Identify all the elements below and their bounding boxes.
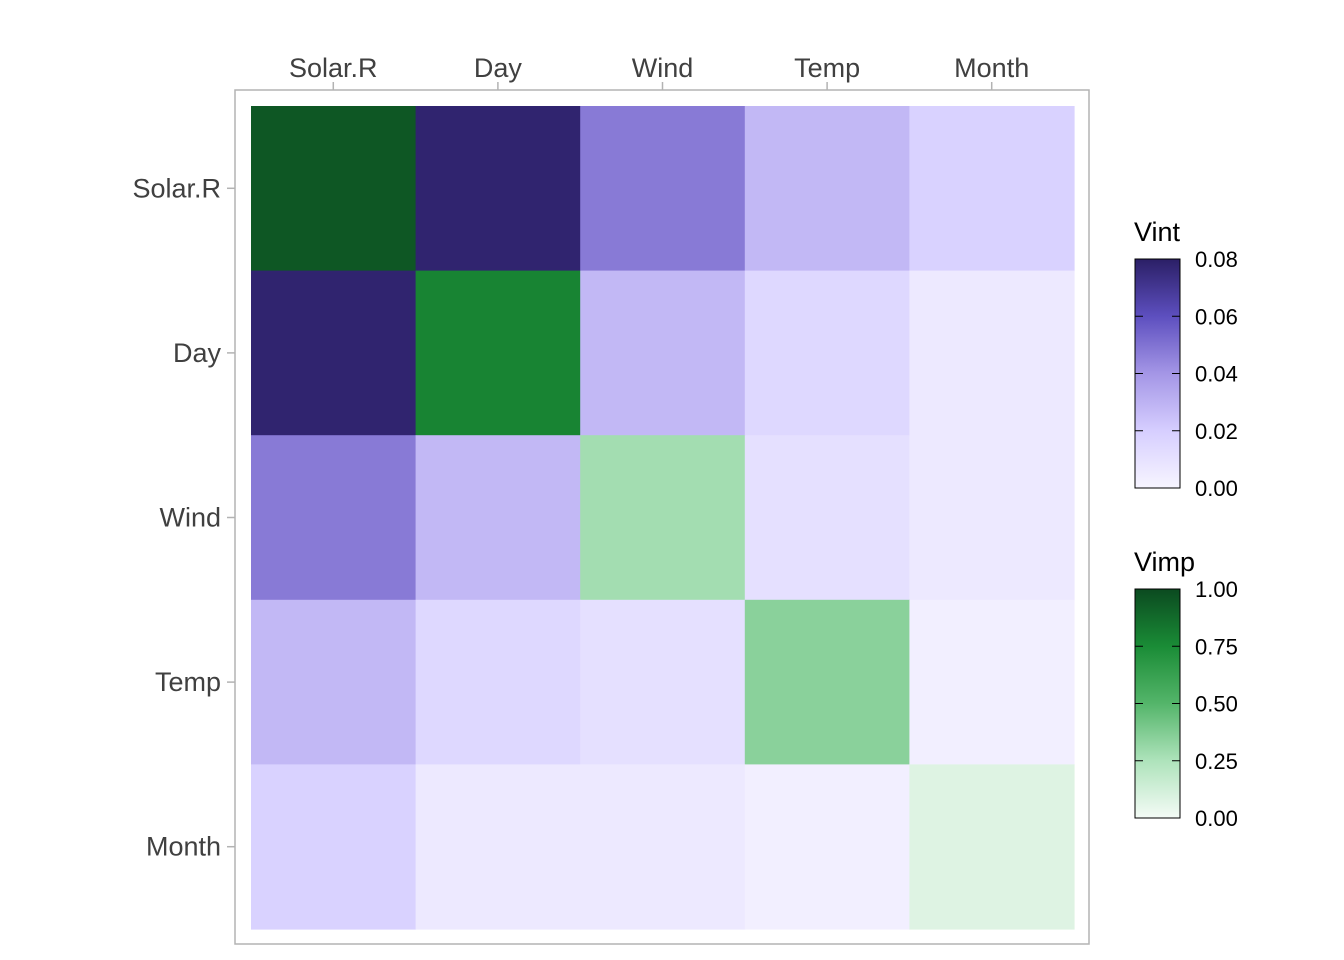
legend-tick-label: 0.08 [1195, 247, 1238, 272]
cell-wind-month [909, 435, 1075, 601]
cell-month-day [415, 764, 581, 930]
cell-temp-solar-r [251, 599, 417, 765]
legend-title: Vint [1134, 217, 1181, 247]
cell-temp-wind [580, 599, 746, 765]
legend-tick-label: 0.02 [1195, 419, 1238, 444]
legend-vimp: Vimp 0.00 0.25 0.50 0.75 1.00 [1134, 547, 1238, 831]
cell-temp-month [909, 599, 1075, 765]
x-axis-top: Solar.R Day Wind Temp Month [289, 53, 1029, 90]
legend-title: Vimp [1134, 547, 1195, 577]
legend-tick-label: 0.75 [1195, 634, 1238, 659]
cell-day-temp [744, 270, 910, 436]
cell-day-wind [580, 270, 746, 436]
y-tick-label: Month [146, 832, 221, 862]
x-tick-label: Wind [632, 53, 694, 83]
legend-tick-label: 1.00 [1195, 577, 1238, 602]
legend-tick-label: 0.06 [1195, 304, 1238, 329]
cell-month-solar-r [251, 764, 417, 930]
cell-day-month [909, 270, 1075, 436]
cell-solar-r-month [909, 106, 1075, 272]
cell-day-day [415, 270, 581, 436]
y-tick-label: Day [173, 338, 222, 368]
x-tick-label: Day [474, 53, 523, 83]
legend-tick-label: 0.00 [1195, 476, 1238, 501]
cell-temp-day [415, 599, 581, 765]
legend-tick-label: 0.00 [1195, 806, 1238, 831]
cell-solar-r-day [415, 106, 581, 272]
x-tick-label: Solar.R [289, 53, 378, 83]
cell-wind-solar-r [251, 435, 417, 601]
cell-wind-wind [580, 435, 746, 601]
cell-wind-day [415, 435, 581, 601]
y-tick-label: Wind [159, 503, 221, 533]
cell-temp-temp [744, 599, 910, 765]
legend-tick-label: 0.50 [1195, 692, 1238, 717]
cell-month-temp [744, 764, 910, 930]
cell-day-solar-r [251, 270, 417, 436]
x-tick-label: Temp [794, 53, 860, 83]
x-tick-label: Month [954, 53, 1029, 83]
legend-tick-label: 0.25 [1195, 749, 1238, 774]
y-axis-left: Solar.R Day Wind Temp Month [132, 173, 235, 862]
legend-tick-label: 0.04 [1195, 362, 1238, 387]
heatmap-cells [251, 106, 1075, 930]
cell-solar-r-wind [580, 106, 746, 272]
cell-month-month [909, 764, 1075, 930]
cell-wind-temp [744, 435, 910, 601]
cell-solar-r-solar-r [251, 106, 417, 272]
y-tick-label: Temp [155, 667, 221, 697]
cell-solar-r-temp [744, 106, 910, 272]
y-tick-label: Solar.R [132, 173, 221, 203]
legend-vint: Vint 0.00 0.02 0.04 0.06 0.08 [1134, 217, 1238, 501]
cell-month-wind [580, 764, 746, 930]
